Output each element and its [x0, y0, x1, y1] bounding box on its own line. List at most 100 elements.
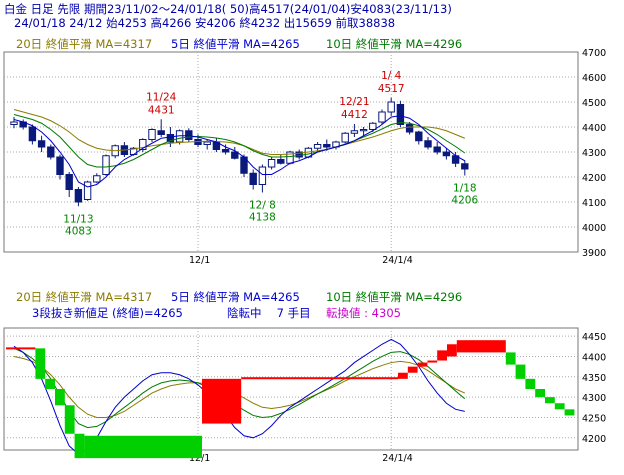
brick-up: [241, 377, 398, 380]
header-line-1: 白金 日足 先限 期間23/11/02～24/01/18( 50)高4517(2…: [4, 2, 452, 16]
candle-body-up: [258, 166, 267, 185]
candle-body-down: [323, 144, 331, 148]
ma-legend-item: 5日 終値平滑 MA=4265: [171, 290, 300, 304]
candle-body-up: [203, 141, 211, 145]
candle-body-up: [83, 181, 92, 200]
candle-body-up: [102, 155, 110, 175]
brick-up: [437, 350, 447, 361]
candle-body-up: [369, 122, 377, 130]
lower-axis-ticks: 4200 4250 4300 4350 4400 4450 12/1 24/1/4: [189, 332, 606, 464]
lower-info-reversal: 転換値 : 4305: [326, 306, 401, 320]
candle-body-up: [148, 129, 156, 140]
annotation-value: 4083: [65, 225, 92, 237]
ma-legend-item: 10日 終値平滑 MA=4296: [326, 290, 462, 304]
brick-down: [515, 364, 526, 379]
lower-panel: 4200 4250 4300 4350 4400 4450 12/1 24/1/4 20日 終…: [3, 290, 606, 464]
candle-body-down: [461, 163, 469, 170]
annotation-date: 11/13: [63, 213, 93, 225]
brick-up: [456, 340, 506, 353]
header-area: [0, 0, 624, 32]
brick-down: [564, 409, 575, 416]
brick-up: [202, 378, 242, 424]
ma-legend-item: 20日 終値平滑 MA=4317: [16, 37, 152, 51]
candle-body-down: [65, 174, 73, 190]
upper-grid: [4, 52, 578, 252]
candle-body-down: [74, 189, 83, 203]
brick-down: [525, 378, 536, 389]
upper-panel: 3900 4000 4100 4200 4300 4400 4500 4600 4700 12/1…: [3, 37, 606, 266]
candle-body-down: [221, 149, 230, 153]
ma-legend-item: 5日 終値平滑 MA=4265: [171, 37, 300, 51]
upper-ma5-line: [13, 115, 466, 188]
brick-up: [447, 344, 457, 357]
candle-body-up: [350, 130, 359, 134]
lower-xtick-label: 24/1/4: [382, 453, 413, 464]
upper-ma10-line: [13, 114, 466, 168]
brick-down: [35, 348, 46, 379]
candle-body-up: [341, 132, 349, 143]
candle-body-up: [387, 101, 395, 113]
annotation-date: 12/ 8: [249, 200, 276, 212]
lower-info-status: 陰転中 7 手目: [227, 306, 311, 320]
upper-axis-ticks: 3900 4000 4100 4200 4300 4400 4500 4600 4700 12/1…: [189, 48, 606, 266]
brick-down: [554, 403, 565, 410]
candle-body-up: [139, 139, 147, 150]
candle-body-down: [231, 151, 239, 159]
brick-down: [74, 433, 85, 459]
candle-body-down: [249, 172, 257, 185]
brick-down: [505, 352, 516, 365]
lower-grid: [4, 328, 578, 450]
candle-body-down: [433, 146, 441, 153]
brick-up: [427, 360, 438, 363]
candle-body-up: [313, 144, 322, 149]
candle-body-down: [47, 146, 55, 158]
upper-ma-legend: 20日 終値平滑 MA=4317 5日 終値平滑 MA=4265 10日 終値平滑 …: [16, 37, 462, 51]
candle-body-down: [415, 131, 423, 142]
brick-up: [398, 372, 408, 379]
candle-body-down: [37, 140, 46, 148]
lower-xtick-label: 12/1: [189, 453, 210, 464]
brick-down: [84, 435, 202, 459]
lower-ytick-label: 4350: [582, 373, 606, 384]
upper-ytick-label: 4500: [582, 98, 606, 109]
lower-ytick-label: 4300: [582, 393, 606, 404]
annotation-date: 1/18: [453, 183, 477, 195]
candle-body-down: [442, 151, 451, 157]
upper-ytick-label: 4600: [582, 73, 606, 84]
candle-body-down: [56, 156, 64, 175]
candle-body-down: [424, 140, 432, 148]
brick-up: [417, 362, 428, 367]
ma-legend-item: 10日 終値平滑 MA=4296: [326, 37, 462, 51]
candle-body-down: [405, 124, 414, 133]
upper-ytick-label: 4200: [582, 173, 606, 184]
upper-ma20-line: [13, 109, 465, 155]
annotation-value: 4138: [249, 212, 276, 224]
candle-body-down: [157, 130, 165, 135]
candle-body-up: [93, 175, 101, 183]
candle-body-down: [396, 104, 405, 125]
candle-body-down: [166, 134, 175, 143]
candle-body-up: [267, 159, 276, 168]
brick-down: [45, 378, 55, 389]
upper-xtick-label: 12/1: [189, 255, 210, 266]
candle-body-up: [10, 121, 18, 125]
candle-body-down: [185, 130, 193, 140]
upper-ytick-label: 3900: [582, 248, 606, 259]
annotation-date: 12/21: [339, 96, 369, 108]
candle-body-down: [277, 159, 285, 164]
upper-ytick-label: 4300: [582, 148, 606, 159]
lower-ma-legend: 20日 終値平滑 MA=4317 5日 終値平滑 MA=4265 10日 終値平滑 …: [16, 290, 462, 304]
lower-bricks: [6, 340, 575, 459]
annotation-value: 4412: [341, 109, 368, 121]
brick-down: [55, 389, 65, 406]
ma-legend-item: 20日 終値平滑 MA=4317: [16, 290, 152, 304]
brick-down: [535, 389, 545, 398]
annotation-date: 11/24: [146, 91, 177, 103]
annotation-value: 4431: [148, 104, 175, 116]
lower-ytick-label: 4200: [582, 434, 606, 445]
brick-down: [64, 405, 75, 434]
candle-body-down: [28, 126, 37, 142]
header-line-2: 24/01/18 24/12 始4253 高4266 安4206 終4232 出…: [14, 16, 395, 30]
